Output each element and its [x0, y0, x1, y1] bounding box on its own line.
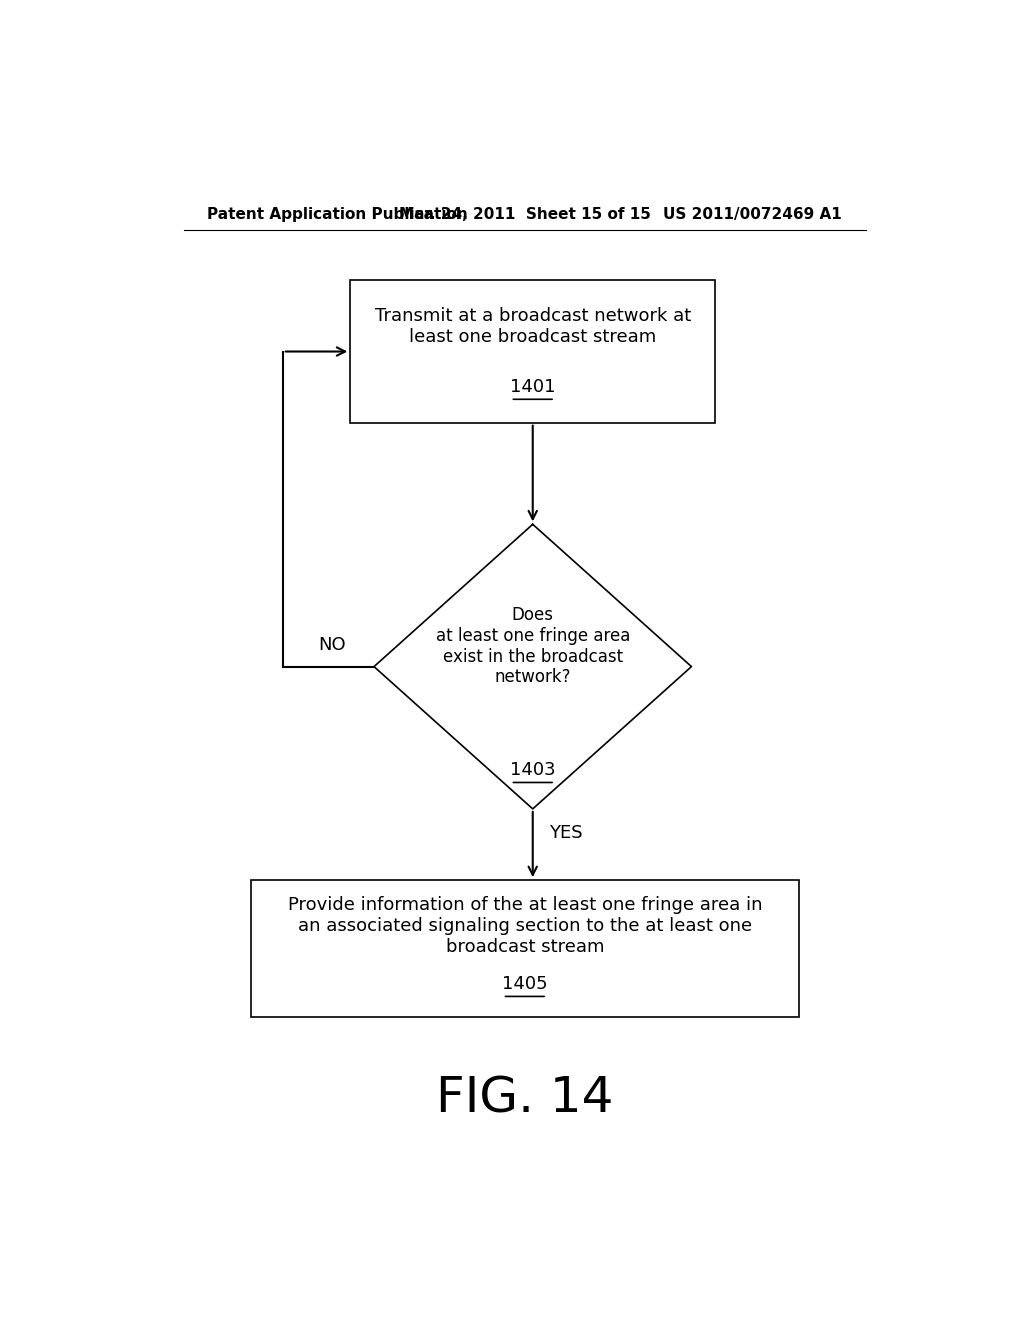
- Text: Transmit at a broadcast network at
least one broadcast stream: Transmit at a broadcast network at least…: [375, 306, 691, 346]
- Polygon shape: [374, 524, 691, 809]
- FancyBboxPatch shape: [251, 880, 799, 1018]
- Text: 1401: 1401: [510, 378, 555, 396]
- Text: 1403: 1403: [510, 762, 556, 779]
- FancyBboxPatch shape: [350, 280, 715, 422]
- Text: Does
at least one fringe area
exist in the broadcast
network?: Does at least one fringe area exist in t…: [435, 606, 630, 686]
- Text: NO: NO: [318, 636, 346, 655]
- Text: YES: YES: [549, 824, 583, 842]
- Text: Provide information of the at least one fringe area in
an associated signaling s: Provide information of the at least one …: [288, 896, 762, 956]
- Text: Patent Application Publication: Patent Application Publication: [207, 207, 468, 222]
- Text: Mar. 24, 2011  Sheet 15 of 15: Mar. 24, 2011 Sheet 15 of 15: [399, 207, 650, 222]
- Text: US 2011/0072469 A1: US 2011/0072469 A1: [664, 207, 842, 222]
- Text: 1405: 1405: [502, 975, 548, 993]
- Text: FIG. 14: FIG. 14: [436, 1074, 613, 1122]
